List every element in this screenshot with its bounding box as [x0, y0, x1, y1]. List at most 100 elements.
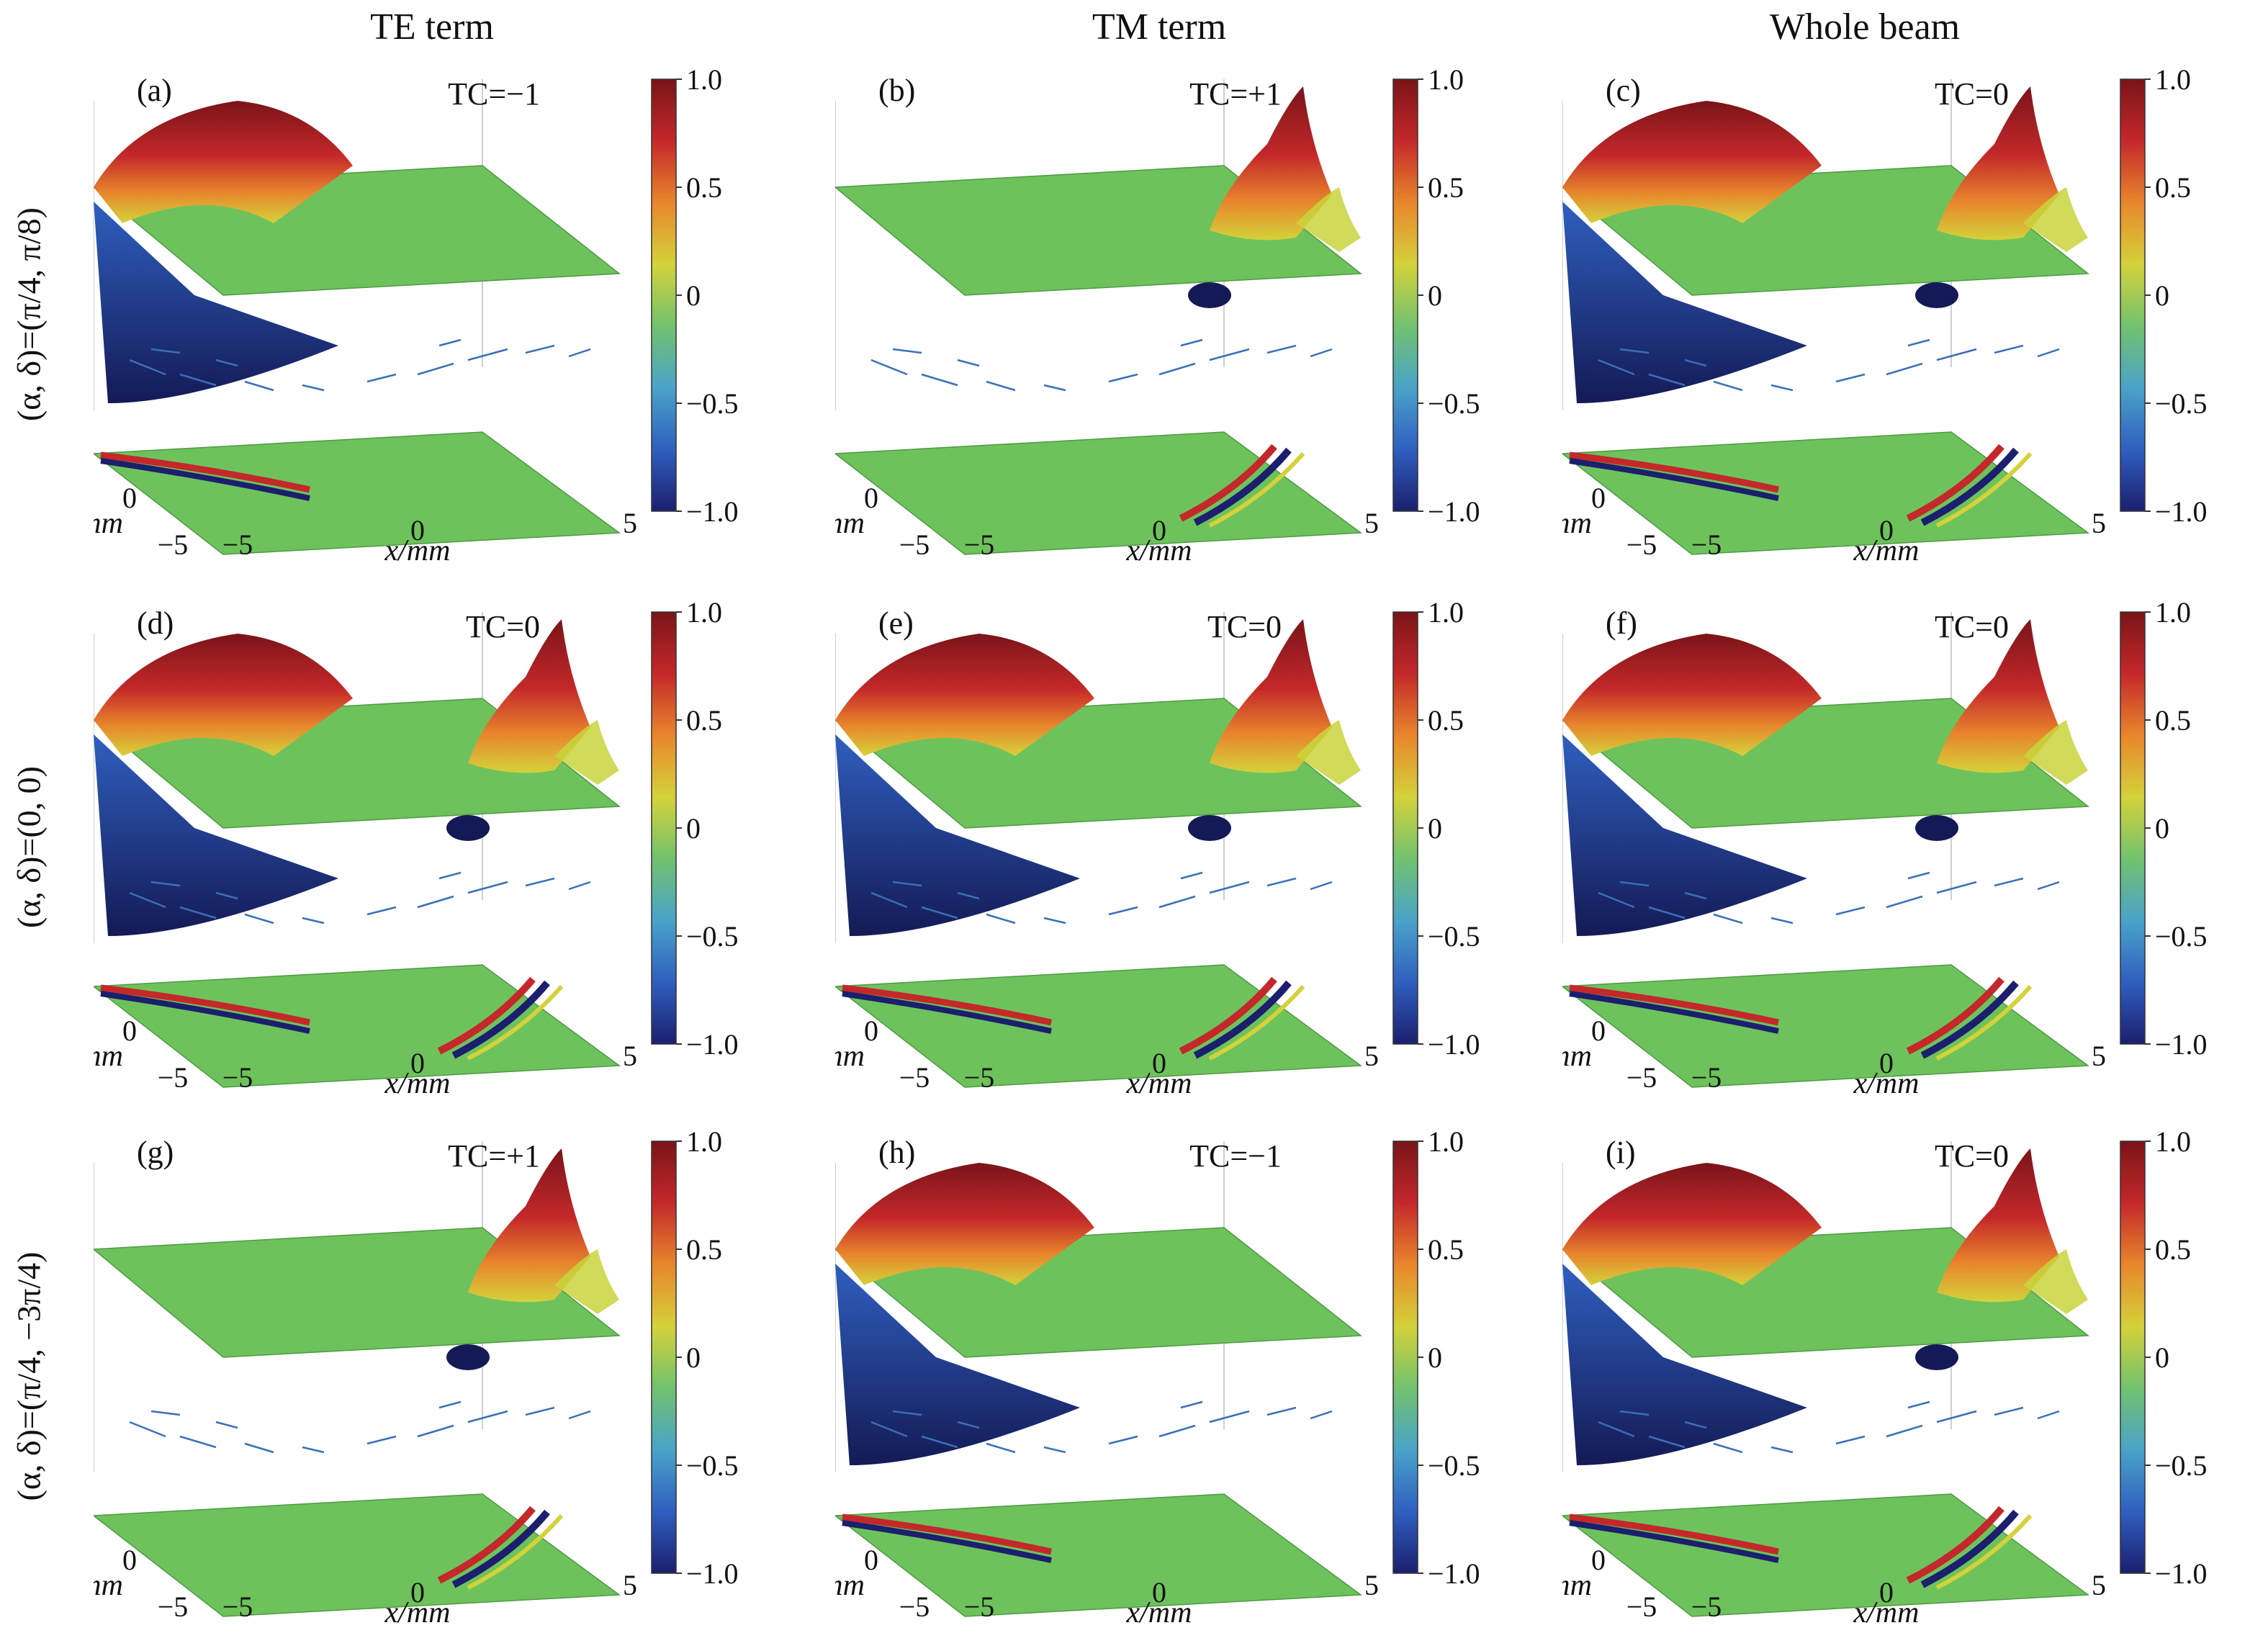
arrow-1 [179, 373, 217, 387]
row-label-1: (α, δ)=(π/4, π/8) [10, 207, 48, 422]
colorbar-tick-2: 0 [686, 1341, 701, 1374]
arrow-5 [417, 362, 454, 376]
negative-lobe-left [1562, 734, 1807, 936]
arrow-3 [302, 384, 325, 392]
panel-label: (b) [878, 73, 915, 108]
bottom-surface [835, 964, 1363, 1088]
stripe-red-left [1569, 1513, 1779, 1555]
arrow-11 [1907, 338, 1930, 347]
arrow-10 [215, 891, 238, 900]
x-tick-0: 0 [410, 514, 425, 546]
y-tick-minus5: −5 [1626, 1061, 1657, 1094]
arrow-10 [1684, 1421, 1707, 1429]
y-tick-minus5: −5 [158, 1591, 189, 1623]
colorbar-tick-3: −0.5 [2155, 1449, 2208, 1482]
tc-label: TC=0 [1935, 1138, 2009, 1174]
stripe-blue-right [1920, 980, 2019, 1059]
positive-lobe-right [468, 1148, 590, 1303]
colorbar [2120, 78, 2146, 512]
colorbar-tick-2: 0 [686, 812, 701, 845]
bottom-surface [1562, 431, 2090, 555]
arrow-10 [957, 1421, 980, 1429]
column-title-te: TE term [370, 6, 494, 48]
arrow-8 [568, 1410, 591, 1420]
stripe-blue-right [1193, 447, 1292, 526]
y-tick-minus5: −5 [158, 1061, 189, 1094]
colorbar-tick-0: 1.0 [1428, 63, 1464, 96]
negative-lobe-left [1562, 1264, 1807, 1465]
negative-lobe-left [94, 202, 338, 403]
colorbar [1392, 1141, 1418, 1574]
colorbar-tick-0: 1.0 [1428, 1125, 1464, 1158]
colorbar-tick-4: −1.0 [1428, 1028, 1480, 1061]
arrow-2 [986, 1442, 1016, 1454]
polarization-arrows [870, 1400, 1333, 1454]
bottom-surface [835, 1493, 1363, 1617]
arrow-4 [1835, 906, 1866, 916]
colorbar-tick-0: 1.0 [686, 63, 722, 96]
tc-label: TC=0 [1935, 76, 2009, 112]
colorbar-tick-3: −0.5 [1428, 387, 1480, 420]
arrow-11 [1180, 338, 1203, 347]
y-tick-minus5: −5 [1626, 1591, 1657, 1623]
negative-lobe-left [835, 734, 1080, 936]
tc-label: TC=+1 [1189, 76, 1282, 112]
negative-lobe-right [1188, 815, 1231, 841]
negative-lobe-right [446, 1344, 490, 1370]
arrow-2 [1713, 913, 1743, 925]
x-tick-minus5: −5 [1691, 528, 1722, 561]
arrow-0 [870, 891, 908, 909]
arrow-0 [870, 359, 908, 376]
colorbar-tick-0: 1.0 [686, 1125, 722, 1158]
stripe-yellow-right [1935, 452, 2033, 528]
stripe-yellow-right [1935, 1514, 2033, 1590]
arrow-8 [1310, 1410, 1333, 1420]
side-ridge-right [1296, 720, 1361, 785]
column-title-tm: TM term [1092, 6, 1227, 48]
y-tick-0: 0 [122, 1544, 137, 1576]
arrow-2 [986, 913, 1016, 925]
stripe-blue-left [842, 1520, 1052, 1563]
colorbar-tick-1: 0.5 [1428, 171, 1464, 204]
arrow-4 [366, 1435, 397, 1445]
colorbar-tick-0: 1.0 [2155, 63, 2191, 96]
side-ridge-right [2023, 720, 2088, 785]
arrow-8 [1310, 881, 1333, 891]
arrow-5 [1158, 362, 1196, 376]
stripe-blue-right [451, 980, 550, 1059]
colorbar-tick-4: −1.0 [1428, 1557, 1480, 1590]
colorbar-tick-2: 0 [2155, 812, 2169, 845]
tc-label: TC=0 [1207, 609, 1282, 644]
negative-lobe-right [1915, 282, 1958, 308]
tc-label: TC=0 [1935, 609, 2009, 644]
tc-label: TC=−1 [1189, 1138, 1282, 1174]
arrow-4 [1108, 373, 1138, 383]
stripe-red-right [1179, 444, 1277, 522]
y-axis-label: y/mm [835, 1040, 865, 1073]
colorbar-tick-1: 0.5 [2155, 171, 2191, 204]
arrow-9 [892, 881, 922, 887]
colorbar [651, 1141, 677, 1574]
arrow-7 [1266, 877, 1297, 887]
panel-label: (d) [137, 606, 174, 641]
arrow-9 [1619, 1410, 1650, 1416]
x-tick-5: 5 [1364, 1569, 1379, 1601]
arrow-2 [244, 380, 274, 392]
stripe-red-left [100, 451, 310, 493]
colorbar-tick-1: 0.5 [1428, 1233, 1464, 1266]
arrow-2 [244, 913, 274, 925]
arrow-0 [129, 1421, 166, 1438]
positive-lobe-left [1562, 1163, 1822, 1285]
stripe-red-right [1906, 1506, 2004, 1584]
colorbar-tick-0: 1.0 [1428, 596, 1464, 629]
panel-label: (c) [1606, 73, 1641, 108]
x-tick-0: 0 [410, 1576, 425, 1609]
y-axis-label: y/mm [94, 1040, 123, 1073]
x-tick-0: 0 [1879, 1576, 1894, 1609]
x-tick-0: 0 [1879, 514, 1894, 546]
stripe-red-left [842, 1513, 1052, 1555]
y-tick-0: 0 [122, 1015, 137, 1047]
